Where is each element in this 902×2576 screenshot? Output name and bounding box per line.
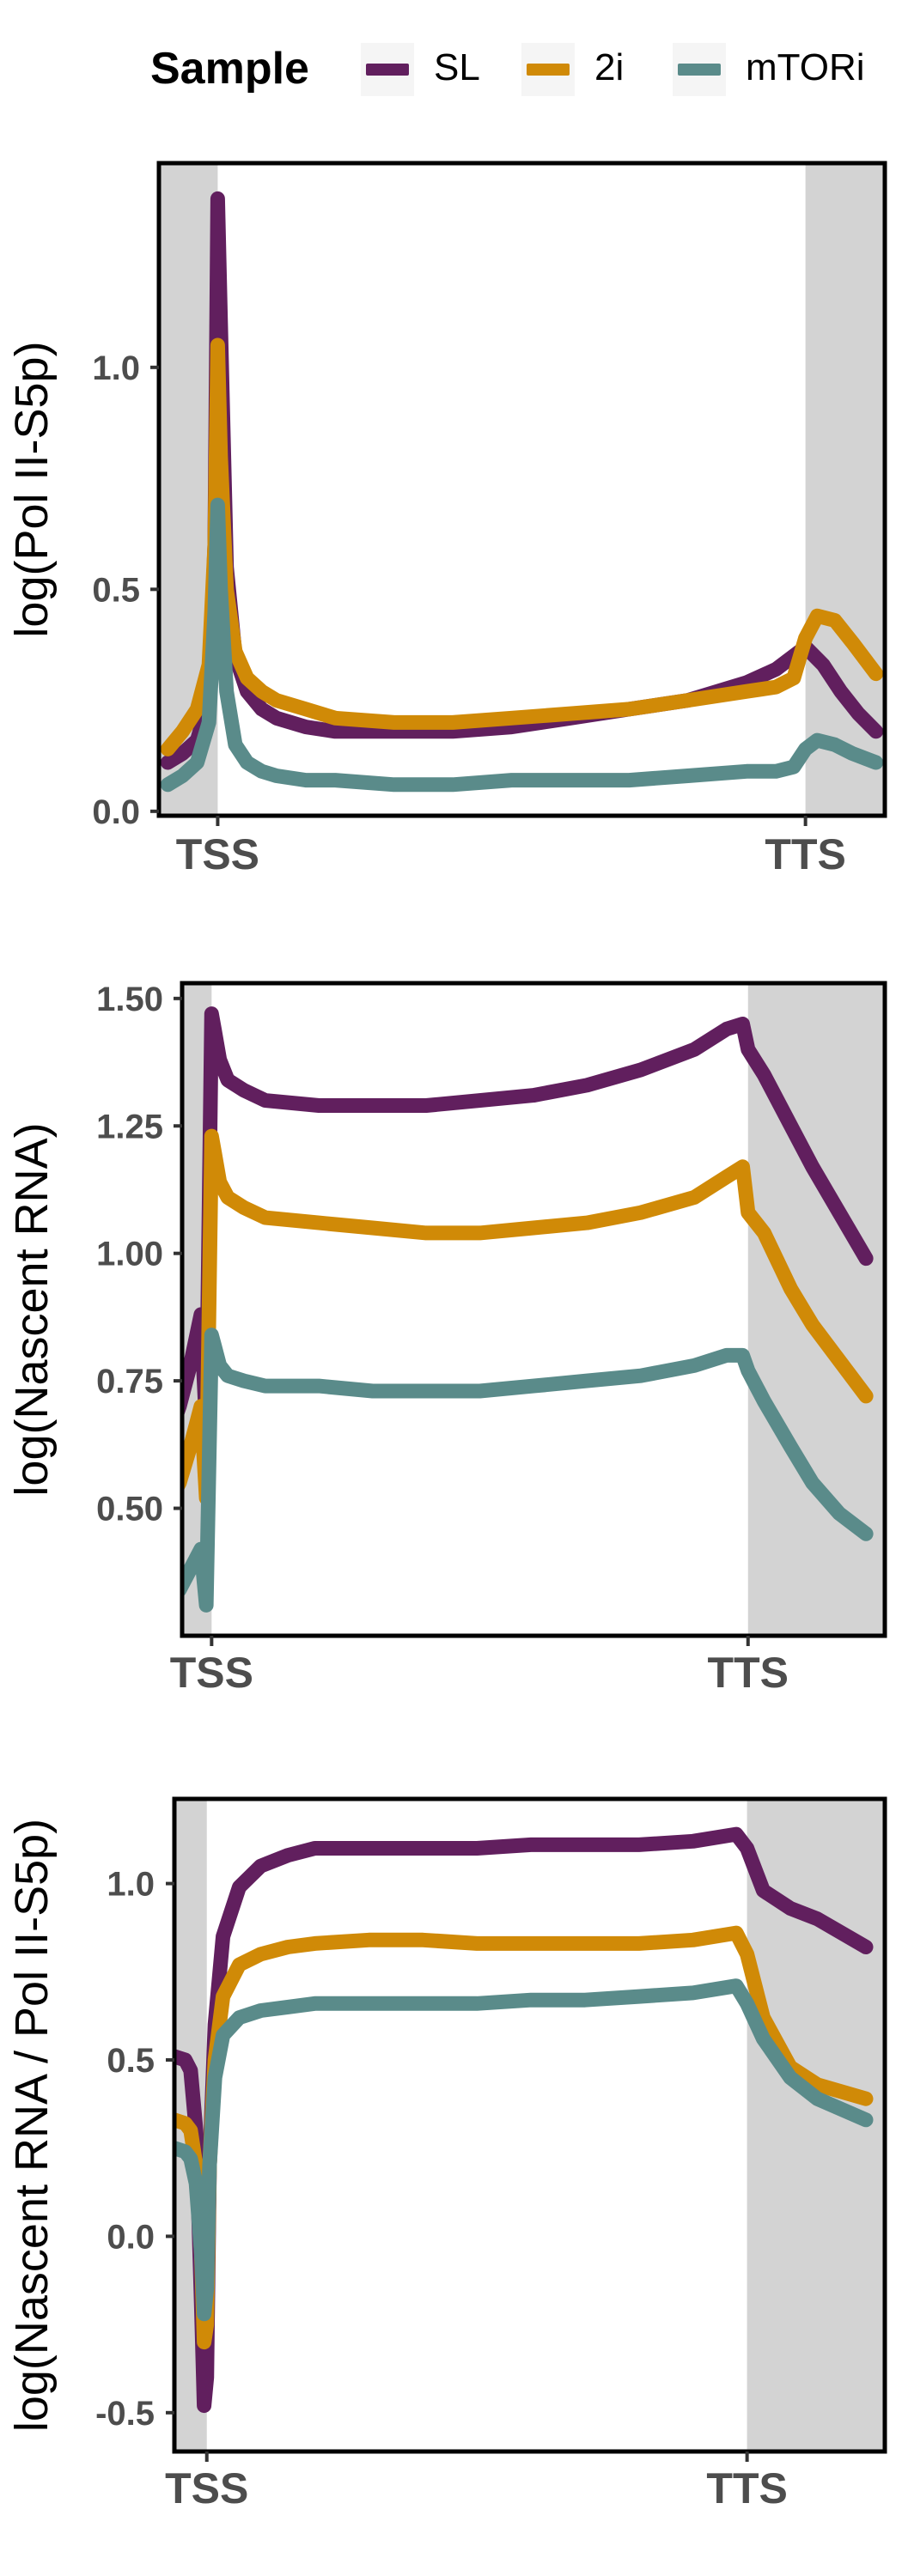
y-axis-title: log(Pol II-S5p) (6, 341, 58, 637)
plot-border (172, 1796, 887, 2454)
series-line-mtori (174, 1978, 874, 2322)
chart-panel-1: 0.0 0.5 1.0 TSS TTS log(Pol II-S5p) (6, 161, 887, 878)
chart-panel-2: 0.50 0.75 1.00 1.25 1.50 TSS TTS log(Nascent RN… (6, 981, 887, 1697)
x-tick-label-tts: TTS (706, 2464, 787, 2512)
series-line-mtori (160, 497, 884, 793)
y-tick-label: 0.5 (92, 571, 140, 609)
chart-panel-3: -0.5 0.0 0.5 1.0 TSS TTS log(Nascent RNA / Pol… (6, 1796, 887, 2512)
series-lines (174, 1826, 874, 2414)
legend-key-2i (521, 43, 575, 96)
y-tick-label: 0.0 (92, 793, 140, 831)
y-tick-label: 1.50 (96, 981, 163, 1018)
x-tick-label-tss: TSS (176, 830, 259, 878)
legend-swatch-2i (527, 64, 570, 76)
legend-label-2i: 2i (594, 46, 625, 88)
series-lines (182, 1006, 874, 1613)
x-tick-label-tss: TSS (170, 1649, 253, 1697)
y-tick-label: 1.0 (107, 1866, 155, 1904)
y-tick-label: 1.25 (96, 1108, 163, 1145)
y-tick-label: 0.75 (96, 1363, 163, 1400)
x-tick-label-tss: TSS (165, 2464, 248, 2512)
plot-border (180, 981, 887, 1638)
x-tick-label-tts: TTS (765, 830, 845, 878)
legend-title: Sample (150, 44, 309, 94)
y-tick-label: 0.0 (107, 2218, 155, 2256)
legend-label-mtori: mTORi (746, 46, 865, 88)
shaded-region-2 (805, 163, 885, 816)
series-line-sl (174, 1826, 874, 2414)
x-tick-label-tts: TTS (708, 1649, 789, 1697)
y-tick-label: 0.5 (107, 2042, 155, 2080)
y-tick-label: 1.0 (92, 349, 140, 387)
y-tick-label: 0.50 (96, 1491, 163, 1528)
y-axis-title: log(Nascent RNA / Pol II-S5p) (6, 1819, 58, 2432)
plot-border (156, 161, 887, 818)
legend-label-sl: SL (434, 46, 480, 88)
legend: Sample SL 2i mTORi (0, 34, 902, 112)
series-line-2i (160, 337, 884, 756)
series-line-mtori (182, 1327, 874, 1613)
legend-key-sl (361, 43, 414, 96)
y-tick-label: -0.5 (95, 2395, 155, 2433)
y-axis-title: log(Nascent RNA) (6, 1122, 58, 1496)
legend-swatch-mtori (678, 64, 721, 76)
y-tick-label: 1.00 (96, 1236, 163, 1273)
series-lines (160, 191, 884, 793)
legend-key-mtori (673, 43, 726, 96)
legend-swatch-sl (366, 64, 409, 76)
